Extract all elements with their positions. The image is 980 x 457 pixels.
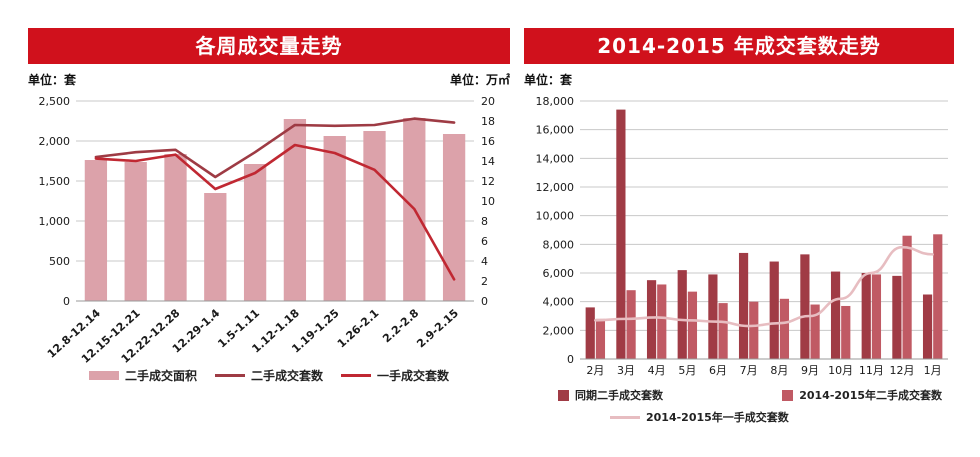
- lastyear-secondhand-label: 同期二手成交套数: [575, 389, 663, 402]
- svg-text:4: 4: [481, 255, 488, 268]
- right-chart-units-row: 单位：套: [524, 71, 954, 93]
- legend-item-thisyear-firsthand: 2014-2015年一手成交套数: [610, 409, 789, 425]
- weekly-volume-panel: 各周成交量走势 单位：套 单位：万㎡ 0 500 1,000 1,500 2,000 2,…: [28, 28, 510, 384]
- yearly-count-chart: 0 2,000 4,000 6,000 8,000 10,000 12,000 14,000 1…: [536, 95, 948, 377]
- svg-text:4月: 4月: [648, 364, 666, 377]
- right-chart-unit-label: 单位：套: [524, 73, 573, 87]
- right-axis-unit-label: 单位：万㎡: [449, 73, 510, 87]
- thisyear-secondhand-swatch: [782, 389, 794, 401]
- left-title-banner: 各周成交量走势: [28, 28, 510, 64]
- thisyear-firsthand-label: 2014-2015年一手成交套数: [646, 411, 789, 424]
- lastyear-secondhand-swatch: [558, 389, 569, 401]
- svg-text:16,000: 16,000: [536, 124, 575, 137]
- left-chart-units-row: 单位：套 单位：万㎡: [28, 71, 510, 93]
- firsthand-count-label: 一手成交套数: [377, 369, 450, 383]
- secondhand-area-swatch: [88, 371, 119, 380]
- weekly-volume-chart: 0 500 1,000 1,500 2,000 2,500 0 2 4 6 8 10 12 14 16 18 2…: [39, 95, 496, 365]
- thisyear-secondhand-label: 2014-2015年二手成交套数: [799, 389, 942, 402]
- svg-text:0: 0: [63, 295, 70, 308]
- svg-text:10,000: 10,000: [536, 210, 575, 223]
- yearly-count-panel: 2014-2015 年成交套数走势 单位：套 0 2,000 4,000 6,000 8…: [524, 28, 954, 425]
- left-chart-title: 各周成交量走势: [195, 34, 343, 58]
- svg-text:1月: 1月: [924, 364, 942, 377]
- right-chart-legend-row2: 2014-2015年一手成交套数: [610, 409, 954, 425]
- svg-text:0: 0: [567, 353, 574, 366]
- svg-text:8: 8: [481, 215, 488, 228]
- svg-text:8,000: 8,000: [543, 238, 575, 251]
- svg-text:1,500: 1,500: [39, 175, 71, 188]
- svg-text:2,000: 2,000: [39, 135, 71, 148]
- svg-text:10: 10: [481, 195, 495, 208]
- svg-text:10月: 10月: [828, 364, 853, 377]
- svg-text:11月: 11月: [859, 364, 884, 377]
- svg-text:1.26-2.1: 1.26-2.1: [335, 307, 382, 351]
- legend-item-secondhand-count: 二手成交套数: [214, 367, 323, 384]
- svg-text:4,000: 4,000: [543, 296, 575, 309]
- svg-text:0: 0: [481, 295, 488, 308]
- svg-text:9月: 9月: [801, 364, 819, 377]
- svg-text:12月: 12月: [890, 364, 915, 377]
- legend-item-firsthand-count: 一手成交套数: [341, 367, 449, 384]
- svg-text:12,000: 12,000: [536, 181, 575, 194]
- right-chart-legend-row1: 同期二手成交套数 2014-2015年二手成交套数: [524, 387, 954, 403]
- svg-text:7月: 7月: [740, 364, 758, 377]
- svg-text:3月: 3月: [617, 364, 635, 377]
- legend-item-lastyear-secondhand: 同期二手成交套数: [558, 387, 663, 403]
- left-axis-unit-label: 单位：套: [28, 73, 77, 87]
- svg-text:16: 16: [481, 135, 495, 148]
- svg-text:2.9-2.15: 2.9-2.15: [414, 307, 461, 351]
- right-chart-title: 2014-2015 年成交套数走势: [597, 34, 881, 58]
- svg-text:18,000: 18,000: [536, 95, 575, 108]
- svg-text:5月: 5月: [678, 364, 696, 377]
- firsthand-count-swatch: [341, 374, 371, 377]
- right-title-banner: 2014-2015 年成交套数走势: [524, 28, 954, 64]
- legend-item-secondhand-area: 二手成交面积: [88, 367, 197, 384]
- svg-text:8月: 8月: [770, 364, 788, 377]
- secondhand-area-label: 二手成交面积: [124, 369, 197, 383]
- thisyear-firsthand-swatch: [610, 415, 640, 419]
- svg-text:2: 2: [481, 275, 488, 288]
- secondhand-count-label: 二手成交套数: [250, 369, 323, 383]
- svg-text:1,000: 1,000: [39, 215, 71, 228]
- svg-text:14,000: 14,000: [536, 152, 575, 165]
- svg-text:2月: 2月: [586, 364, 604, 377]
- legend-item-thisyear-secondhand: 2014-2015年二手成交套数: [782, 387, 942, 403]
- svg-text:6,000: 6,000: [543, 267, 575, 280]
- left-chart-legend: 二手成交面积 二手成交套数 一手成交套数: [28, 367, 510, 384]
- svg-text:18: 18: [481, 115, 495, 128]
- svg-text:12: 12: [481, 175, 495, 188]
- svg-text:20: 20: [481, 95, 495, 108]
- secondhand-count-swatch: [214, 374, 245, 377]
- svg-text:14: 14: [481, 155, 495, 168]
- svg-text:2,000: 2,000: [543, 324, 575, 337]
- svg-text:500: 500: [49, 255, 70, 268]
- svg-text:6: 6: [481, 235, 488, 248]
- svg-text:2,500: 2,500: [39, 95, 71, 108]
- svg-text:6月: 6月: [709, 364, 727, 377]
